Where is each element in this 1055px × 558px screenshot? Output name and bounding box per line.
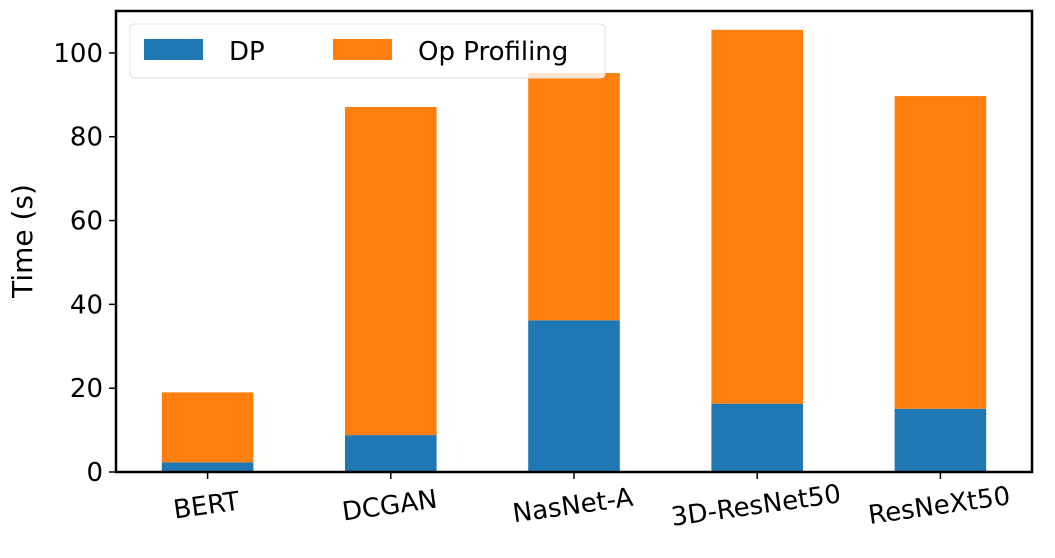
y-tick-label: 100: [53, 39, 103, 69]
y-tick-label: 20: [70, 374, 103, 404]
x-tick-label: DCGAN: [340, 485, 439, 528]
bar-op-profiling-3: [711, 29, 803, 404]
y-tick-label: 60: [70, 207, 103, 237]
y-axis-label: Time (s): [6, 184, 39, 299]
x-tick-label: BERT: [172, 487, 242, 526]
bar-dp-2: [528, 320, 620, 472]
bar-dp-0: [161, 462, 254, 472]
bar-op-profiling-1: [345, 106, 437, 436]
bars-layer: [161, 29, 987, 472]
bar-op-profiling-4: [894, 96, 987, 409]
x-tick-label: NasNet-A: [511, 483, 635, 530]
y-ticks: 0 20 40 60 80 100: [53, 39, 116, 488]
bar-dp-3: [711, 403, 803, 472]
legend-swatch-op-profiling: [333, 39, 392, 60]
legend-label-dp: DP: [229, 37, 265, 67]
x-tick-label: ResNeXt50: [866, 481, 1012, 531]
y-tick-label: 0: [86, 458, 103, 488]
y-tick-label: 80: [70, 123, 103, 153]
y-tick-label: 40: [70, 290, 103, 320]
x-tick-label: 3D-ResNet50: [669, 479, 843, 533]
bar-dp-4: [894, 408, 987, 472]
legend-swatch-dp: [144, 39, 203, 60]
x-ticks: BERT DCGAN NasNet-A 3D-ResNet50 ResNeXt50: [172, 472, 1012, 533]
legend-label-op-profiling: Op Profiling: [418, 37, 568, 67]
bar-dp-1: [345, 435, 437, 472]
bar-op-profiling-0: [161, 392, 254, 463]
bar-op-profiling-2: [528, 73, 620, 321]
legend: DP Op Profiling: [129, 23, 606, 79]
